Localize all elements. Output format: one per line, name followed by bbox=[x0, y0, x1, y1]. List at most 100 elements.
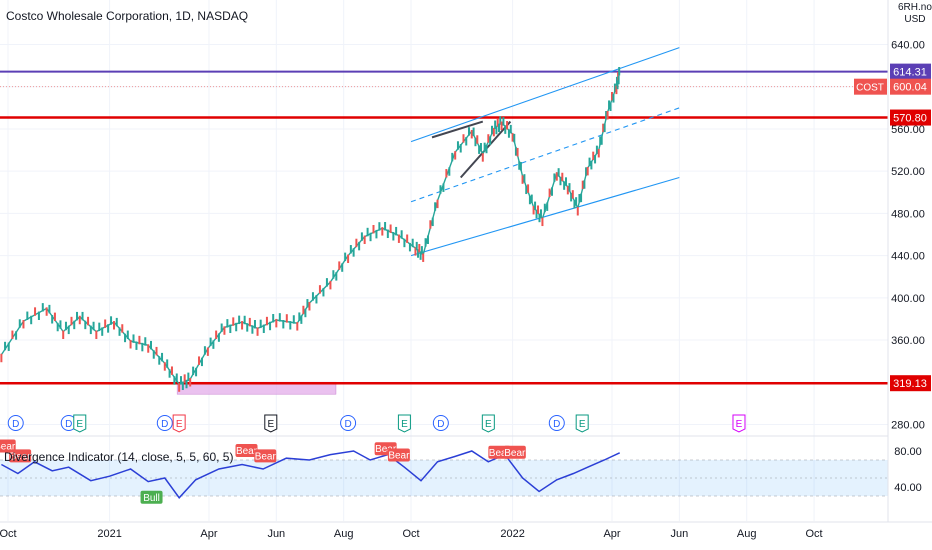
price-candle bbox=[135, 341, 138, 350]
indicator-line bbox=[1, 450, 621, 499]
price-candle bbox=[575, 197, 578, 206]
event-marker: E bbox=[73, 414, 87, 433]
earnings-marker-shape bbox=[397, 414, 411, 433]
dividend-marker-circle bbox=[548, 415, 565, 431]
price-level-badge: 614.31 bbox=[890, 63, 931, 80]
price-candle bbox=[158, 356, 161, 365]
price-candle bbox=[166, 359, 169, 368]
event-marker-label: D bbox=[12, 419, 19, 430]
price-candle bbox=[181, 381, 184, 391]
price-candle bbox=[563, 181, 566, 190]
price-candle bbox=[121, 324, 124, 333]
price-candle bbox=[168, 369, 171, 378]
price-candle bbox=[306, 299, 309, 308]
earnings-marker-shape bbox=[575, 414, 589, 433]
price-candle bbox=[585, 167, 588, 176]
price-candle bbox=[229, 324, 232, 334]
price-candle bbox=[87, 316, 90, 326]
trend-channel-lower bbox=[410, 176, 680, 257]
price-candle bbox=[344, 252, 347, 262]
price-candle bbox=[175, 373, 178, 382]
label-text: Bear bbox=[10, 451, 32, 462]
event-marker-label: E bbox=[485, 419, 492, 430]
bear-label: Bear bbox=[254, 449, 277, 463]
time-tick-label: Apr bbox=[200, 528, 217, 540]
price-level-badge: 319.13 bbox=[890, 375, 931, 392]
price-candle bbox=[92, 321, 95, 331]
price-candle bbox=[192, 366, 195, 376]
price-candle bbox=[439, 185, 442, 194]
price-candle bbox=[161, 352, 164, 362]
label-badge bbox=[387, 448, 410, 462]
price-candle bbox=[259, 319, 262, 329]
price-candle bbox=[534, 201, 537, 211]
price-candle bbox=[519, 162, 522, 171]
price-candle bbox=[426, 235, 429, 244]
price-candle bbox=[468, 127, 471, 136]
price-candle bbox=[570, 192, 573, 202]
price-candle bbox=[338, 261, 341, 270]
event-marker-label: D bbox=[65, 419, 72, 430]
price-candle bbox=[217, 333, 220, 342]
chart-title: Costco Wholesale Corporation, 1D, NASDAQ bbox=[6, 9, 249, 23]
price-candle bbox=[597, 149, 600, 158]
trend-channel-middle bbox=[410, 107, 680, 203]
price-candle bbox=[502, 117, 505, 126]
price-candle bbox=[298, 312, 301, 321]
price-candle bbox=[34, 307, 37, 316]
price-tick-label: 560.00 bbox=[891, 124, 925, 136]
price-candle bbox=[546, 202, 549, 211]
price-candle bbox=[436, 199, 439, 209]
price-candle bbox=[203, 346, 206, 355]
bear-label: Bear bbox=[387, 448, 410, 462]
price-candle bbox=[322, 287, 325, 297]
price-candle bbox=[325, 278, 328, 287]
price-candle bbox=[521, 175, 524, 184]
price-candle bbox=[530, 194, 533, 204]
price-candle bbox=[132, 334, 135, 343]
price-candle bbox=[144, 337, 147, 346]
price-candle bbox=[195, 367, 198, 377]
event-marker-label: D bbox=[344, 419, 351, 430]
price-candle bbox=[485, 144, 488, 154]
event-marker: E bbox=[172, 414, 186, 433]
indicator-band bbox=[0, 460, 888, 496]
price-level-badge: 570.80 bbox=[890, 109, 931, 126]
price-candle bbox=[179, 376, 182, 385]
price-candle bbox=[89, 325, 92, 335]
price-tick-label: 360.00 bbox=[891, 335, 925, 347]
time-tick-label: 2021 bbox=[97, 528, 121, 540]
price-candle bbox=[265, 316, 268, 326]
label-badge bbox=[9, 449, 32, 463]
event-marker: D bbox=[340, 415, 357, 431]
price-candle bbox=[101, 327, 104, 336]
price-candle bbox=[56, 322, 59, 332]
price-candle bbox=[527, 184, 530, 193]
price-candle bbox=[395, 226, 398, 236]
price-candle bbox=[580, 193, 583, 203]
price-candle bbox=[605, 111, 608, 120]
price-candle bbox=[104, 319, 107, 328]
price-candle bbox=[431, 217, 434, 227]
price-candle bbox=[292, 315, 295, 324]
price-candle bbox=[278, 313, 281, 322]
time-tick-label: Oct bbox=[0, 528, 17, 540]
price-candle bbox=[329, 280, 332, 290]
price-candle bbox=[318, 285, 321, 294]
price-candle bbox=[459, 144, 462, 153]
price-candle bbox=[548, 188, 551, 198]
price-candle bbox=[513, 133, 516, 143]
trend-channel-upper bbox=[410, 47, 680, 143]
price-candle bbox=[26, 311, 29, 320]
price-candle bbox=[573, 200, 576, 209]
price-tick-label: 280.00 bbox=[891, 420, 925, 432]
price-candle bbox=[576, 207, 579, 216]
price-level-badge-bg bbox=[890, 109, 931, 126]
price-candle bbox=[506, 121, 509, 130]
price-candle bbox=[489, 136, 492, 145]
price-candle bbox=[539, 209, 542, 218]
time-tick-label: Aug bbox=[737, 528, 757, 540]
price-candle bbox=[170, 366, 173, 375]
price-level-badge-text: 600.04 bbox=[893, 82, 927, 94]
price-candle bbox=[590, 160, 593, 170]
